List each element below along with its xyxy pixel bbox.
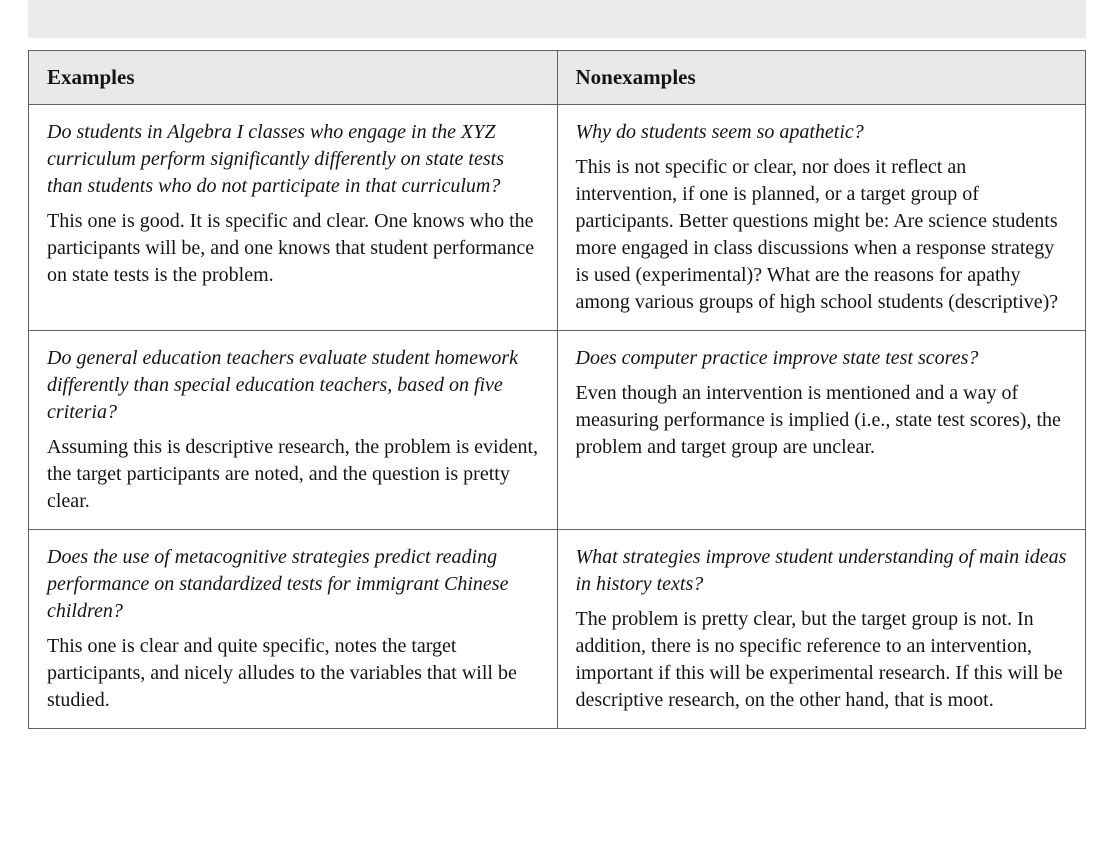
col-header-examples: Examples	[29, 51, 558, 105]
example-question: Do general education teachers evaluate s…	[47, 345, 539, 426]
nonexample-body: This is not specific or clear, nor does …	[576, 154, 1068, 316]
nonexample-question: Does computer practice improve state tes…	[576, 345, 1068, 372]
example-body: This one is good. It is specific and cle…	[47, 208, 539, 289]
table-row: Do general education teachers evaluate s…	[29, 331, 1086, 530]
nonexample-cell: What strategies improve student understa…	[557, 530, 1086, 729]
col-header-nonexamples: Nonexamples	[557, 51, 1086, 105]
example-body: Assuming this is descriptive research, t…	[47, 434, 539, 515]
example-question: Does the use of metacognitive strategies…	[47, 544, 539, 625]
nonexample-body: Even though an intervention is mentioned…	[576, 380, 1068, 461]
page: Examples Nonexamples Do students in Alge…	[0, 0, 1114, 846]
example-cell: Do general education teachers evaluate s…	[29, 331, 558, 530]
top-gray-band	[28, 0, 1086, 38]
table-row: Does the use of metacognitive strategies…	[29, 530, 1086, 729]
nonexample-question: Why do students seem so apathetic?	[576, 119, 1068, 146]
table-row: Do students in Algebra I classes who eng…	[29, 105, 1086, 331]
example-cell: Does the use of metacognitive strategies…	[29, 530, 558, 729]
nonexample-question: What strategies improve student understa…	[576, 544, 1068, 598]
example-body: This one is clear and quite specific, no…	[47, 633, 539, 714]
nonexample-cell: Does computer practice improve state tes…	[557, 331, 1086, 530]
examples-table: Examples Nonexamples Do students in Alge…	[28, 50, 1086, 729]
example-question: Do students in Algebra I classes who eng…	[47, 119, 539, 200]
nonexample-cell: Why do students seem so apathetic? This …	[557, 105, 1086, 331]
table-header-row: Examples Nonexamples	[29, 51, 1086, 105]
example-cell: Do students in Algebra I classes who eng…	[29, 105, 558, 331]
nonexample-body: The problem is pretty clear, but the tar…	[576, 606, 1068, 714]
